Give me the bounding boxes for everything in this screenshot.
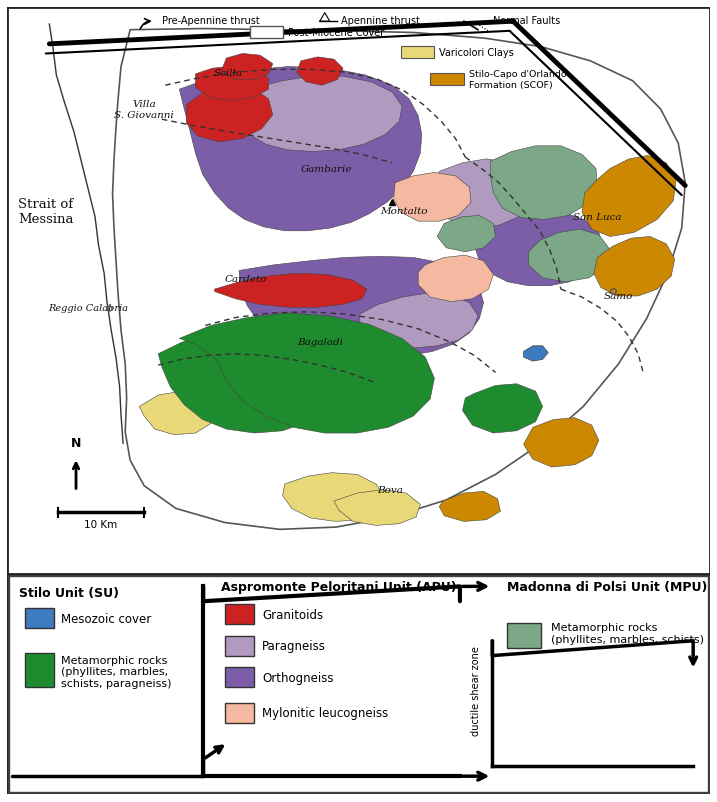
Bar: [25, 653, 54, 687]
Text: Reggio Calabria: Reggio Calabria: [48, 303, 128, 313]
Polygon shape: [158, 332, 336, 434]
Polygon shape: [490, 147, 597, 221]
Bar: [250, 26, 283, 39]
Text: Strait of
Messina: Strait of Messina: [18, 198, 74, 225]
Text: Post-Miocene Cover: Post-Miocene Cover: [288, 28, 384, 38]
Polygon shape: [523, 418, 599, 468]
Text: Bova: Bova: [377, 485, 403, 495]
Polygon shape: [113, 30, 685, 529]
Text: Scilla: Scilla: [214, 69, 243, 78]
Polygon shape: [418, 256, 493, 302]
Text: Madonna di Polsi Unit (MPU): Madonna di Polsi Unit (MPU): [507, 581, 708, 593]
Text: Samo: Samo: [604, 292, 633, 301]
Text: San Luca: San Luca: [573, 213, 622, 222]
Text: Apennine thrust: Apennine thrust: [341, 16, 420, 26]
Text: Aspromonte Peloritani Unit (APU): Aspromonte Peloritani Unit (APU): [221, 581, 457, 593]
Bar: [401, 47, 435, 59]
Polygon shape: [462, 384, 543, 434]
Polygon shape: [186, 86, 272, 143]
Polygon shape: [196, 67, 269, 101]
Text: Gambarie: Gambarie: [301, 164, 353, 174]
Polygon shape: [214, 274, 367, 308]
Polygon shape: [432, 160, 533, 229]
Text: Stilo-Capo d'Orlando
Formation (SCOF): Stilo-Capo d'Orlando Formation (SCOF): [469, 71, 566, 90]
Polygon shape: [139, 391, 214, 435]
Text: N: N: [71, 436, 81, 449]
Polygon shape: [582, 156, 676, 237]
Text: 10 Km: 10 Km: [85, 520, 118, 529]
Text: Cardeto: Cardeto: [225, 275, 267, 284]
Polygon shape: [475, 213, 603, 286]
Polygon shape: [437, 217, 495, 253]
Polygon shape: [179, 314, 435, 434]
Polygon shape: [179, 67, 422, 232]
Text: Mesozoic cover: Mesozoic cover: [61, 612, 151, 625]
Bar: [224, 605, 254, 624]
Text: Granitoids: Granitoids: [262, 608, 323, 621]
Text: Orthogneiss: Orthogneiss: [262, 671, 333, 684]
Polygon shape: [360, 294, 478, 349]
Text: Pre-Apennine thrust: Pre-Apennine thrust: [162, 16, 260, 26]
Bar: [430, 74, 464, 86]
Polygon shape: [594, 237, 675, 297]
Polygon shape: [222, 55, 272, 80]
Text: Metamorphic rocks
(phyllites, marbles,
schists, paragneiss): Metamorphic rocks (phyllites, marbles, s…: [61, 655, 171, 688]
Text: Bagaladi: Bagaladi: [297, 338, 343, 346]
Text: Paragneiss: Paragneiss: [262, 639, 326, 652]
Text: Varicolori Clays: Varicolori Clays: [440, 48, 514, 58]
Polygon shape: [523, 346, 549, 362]
Bar: [224, 703, 254, 723]
Text: Montalto: Montalto: [381, 207, 428, 217]
Polygon shape: [334, 490, 420, 526]
Text: Mylonitic leucogneiss: Mylonitic leucogneiss: [262, 707, 388, 719]
Bar: [224, 636, 254, 656]
Bar: [25, 609, 54, 628]
Bar: [224, 667, 254, 687]
Polygon shape: [394, 173, 471, 222]
Text: Normal Faults: Normal Faults: [493, 16, 561, 26]
Polygon shape: [440, 492, 500, 522]
Text: Metamorphic rocks
(phyllites, marbles, schists): Metamorphic rocks (phyllites, marbles, s…: [551, 622, 704, 644]
Polygon shape: [528, 230, 610, 282]
Polygon shape: [239, 257, 483, 358]
Text: Stilo Unit (SU): Stilo Unit (SU): [19, 586, 119, 600]
Polygon shape: [297, 58, 343, 86]
Text: Villa
S. Giovanni: Villa S. Giovanni: [114, 100, 174, 119]
Text: ductile shear zone: ductile shear zone: [470, 646, 480, 735]
Polygon shape: [242, 77, 402, 152]
Polygon shape: [282, 473, 385, 522]
Bar: [507, 623, 541, 648]
